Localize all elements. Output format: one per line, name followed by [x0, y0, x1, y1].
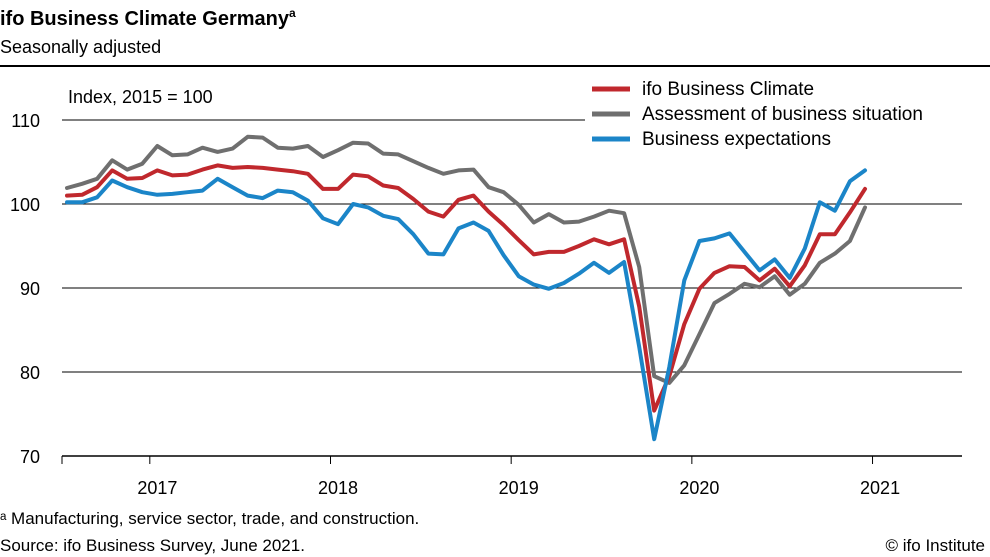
x-tick-label: 2018 — [318, 478, 358, 498]
x-axis-ticks: 2017 2018 2019 2020 2021 — [61, 456, 900, 498]
x-tick-label: 2021 — [860, 478, 900, 498]
series-line-business-expectations — [65, 168, 867, 442]
x-tick-label: 2017 — [137, 478, 177, 498]
y-axis-ticks: 70 80 90 100 110 — [10, 111, 40, 467]
x-tick-label: 2020 — [679, 478, 719, 498]
chart-subtitle: Seasonally adjusted — [0, 37, 161, 57]
legend-backdrop — [585, 76, 975, 154]
gridlines — [62, 119, 962, 373]
legend-label: Business expectations — [642, 129, 831, 150]
title-superscript: a — [289, 6, 296, 20]
y-tick-label: 80 — [20, 363, 40, 383]
legend: ifo Business Climate Assessment of busine… — [592, 79, 923, 150]
y-tick-label: 110 — [11, 111, 40, 131]
y-tick-label: 100 — [10, 195, 40, 215]
series-layer — [65, 134, 867, 442]
legend-label: ifo Business Climate — [642, 79, 814, 100]
x-tick-label: 2019 — [499, 478, 539, 498]
index-note-backdrop — [62, 80, 282, 114]
series-line-ifo-business-climate — [65, 163, 867, 413]
y-tick-label: 70 — [20, 447, 40, 467]
index-note: Index, 2015 = 100 — [68, 87, 213, 107]
legend-label: Assessment of business situation — [642, 104, 923, 125]
series-line-assessment-of-business-situation — [65, 134, 867, 385]
source-note: Source: ifo Business Survey, June 2021. — [0, 536, 305, 555]
chart-title: ifo Business Climate Germanya — [0, 6, 296, 30]
footnote: ᵃ Manufacturing, service sector, trade, … — [0, 509, 419, 528]
y-tick-label: 90 — [20, 279, 40, 299]
credit: © ifo Institute — [886, 536, 985, 555]
